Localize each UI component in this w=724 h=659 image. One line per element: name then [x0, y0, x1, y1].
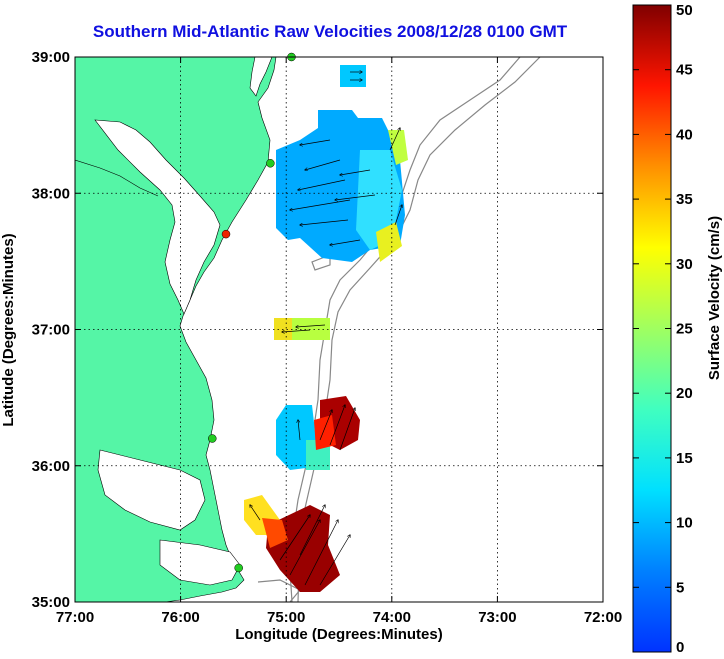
potomac-river: [75, 159, 159, 197]
colorbar-tick-label: 35: [676, 191, 693, 208]
colorbar-tick-label: 15: [676, 450, 693, 467]
x-tick-label: 76:00: [161, 609, 199, 626]
velocity-vectors: [250, 72, 402, 586]
y-tick-label: 37:00: [32, 322, 70, 339]
colorbar-tick-label: 10: [676, 515, 693, 532]
colorbar-tick-label: 5: [676, 579, 684, 596]
sound-water: [97, 449, 206, 531]
chesapeake-bay: [94, 119, 221, 315]
x-tick-label: 77:00: [56, 609, 94, 626]
station-marker: [266, 159, 275, 168]
station-marker: [234, 563, 243, 573]
y-axis: 39:00 38:00 37:00 36:00 35:00: [32, 49, 603, 611]
colorbar-tick-label: 0: [676, 639, 684, 656]
x-axis-label: Longitude (Degrees:Minutes): [235, 626, 443, 643]
y-axis-label: Latitude (Degrees:Minutes): [0, 233, 17, 426]
pamlico-sound: [159, 539, 241, 586]
colorbar-tick-label: 45: [676, 62, 693, 79]
colorbar-tick-label: 40: [676, 126, 693, 143]
station-marker: [221, 229, 231, 239]
x-tick-label: 74:00: [373, 609, 411, 626]
y-tick-label: 39:00: [32, 49, 70, 66]
y-tick-label: 38:00: [32, 185, 70, 202]
y-tick-label: 36:00: [32, 458, 70, 475]
x-tick-label: 75:00: [267, 609, 305, 626]
delaware-bay: [249, 57, 273, 97]
colorbar: [632, 4, 672, 653]
y-tick-label: 35:00: [32, 594, 70, 611]
colorbar-tick-label: 30: [676, 256, 693, 273]
map-title: Southern Mid-Atlantic Raw Velocities 200…: [92, 22, 568, 41]
x-axis: 77:00 76:00 75:00 74:00 73:00 72:00: [56, 57, 622, 626]
colorbar-tick-label: 50: [676, 2, 693, 19]
grid-lines: [75, 57, 603, 602]
colorbar-tick-label: 25: [676, 321, 693, 338]
colorbar-tick-label: 20: [676, 385, 693, 402]
station-marker: [208, 434, 217, 443]
x-tick-label: 72:00: [584, 609, 622, 626]
colorbar-label: Surface Velocity (cm/s): [706, 216, 723, 380]
x-tick-label: 73:00: [478, 609, 516, 626]
